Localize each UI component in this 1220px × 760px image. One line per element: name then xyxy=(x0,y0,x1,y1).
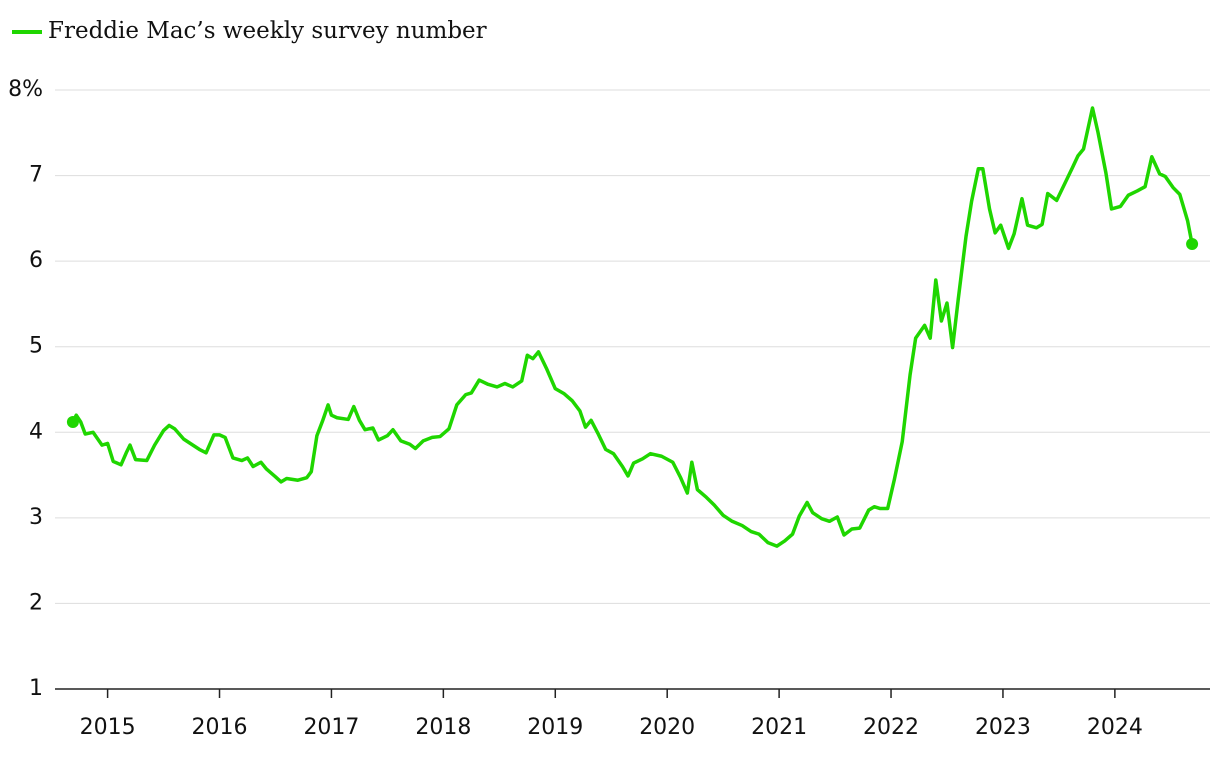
y-tick-label: 5 xyxy=(29,334,43,359)
y-tick-label: 3 xyxy=(29,505,43,530)
y-tick-label: 2 xyxy=(29,590,43,615)
x-tick-label: 2015 xyxy=(80,715,136,740)
end-dot xyxy=(66,416,79,429)
y-tick-label: 1 xyxy=(29,676,43,701)
x-tick-label: 2022 xyxy=(863,715,919,740)
x-tick-label: 2016 xyxy=(192,715,248,740)
x-tick-label: 2024 xyxy=(1087,715,1143,740)
end-dot xyxy=(1186,238,1199,251)
x-tick-label: 2023 xyxy=(975,715,1031,740)
x-tick-label: 2017 xyxy=(303,715,359,740)
y-tick-label: 8% xyxy=(8,77,43,102)
x-tick-label: 2020 xyxy=(639,715,695,740)
y-tick-label: 4 xyxy=(29,419,43,444)
legend-label: Freddie Mac’s weekly survey number xyxy=(48,18,487,44)
x-tick-label: 2018 xyxy=(415,715,471,740)
x-tick-label: 2019 xyxy=(527,715,583,740)
x-tick-label: 2021 xyxy=(751,715,807,740)
y-tick-label: 6 xyxy=(29,248,43,273)
y-tick-label: 7 xyxy=(29,163,43,188)
line-series xyxy=(71,106,1194,548)
